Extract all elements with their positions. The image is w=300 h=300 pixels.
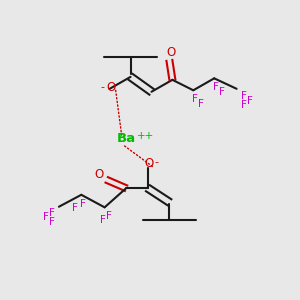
Text: F: F [49, 217, 54, 227]
Text: F: F [198, 99, 204, 109]
Text: F: F [241, 91, 247, 101]
Text: F: F [213, 82, 219, 92]
Text: F: F [106, 211, 112, 221]
Text: F: F [219, 87, 225, 97]
Text: -: - [100, 82, 104, 92]
Text: F: F [80, 199, 86, 209]
Text: F: F [241, 100, 247, 110]
Text: Ba: Ba [116, 132, 136, 145]
Text: F: F [100, 215, 106, 225]
Text: F: F [247, 96, 253, 106]
Text: F: F [192, 94, 198, 104]
Text: O: O [166, 46, 176, 59]
Text: O: O [94, 168, 104, 181]
Text: C: C [130, 57, 131, 58]
Text: F: F [72, 203, 78, 213]
Text: -: - [155, 158, 159, 167]
Text: F: F [43, 212, 48, 222]
Text: O: O [106, 81, 116, 94]
Text: ++: ++ [137, 131, 154, 141]
Text: F: F [49, 208, 54, 218]
Text: O: O [145, 157, 154, 170]
